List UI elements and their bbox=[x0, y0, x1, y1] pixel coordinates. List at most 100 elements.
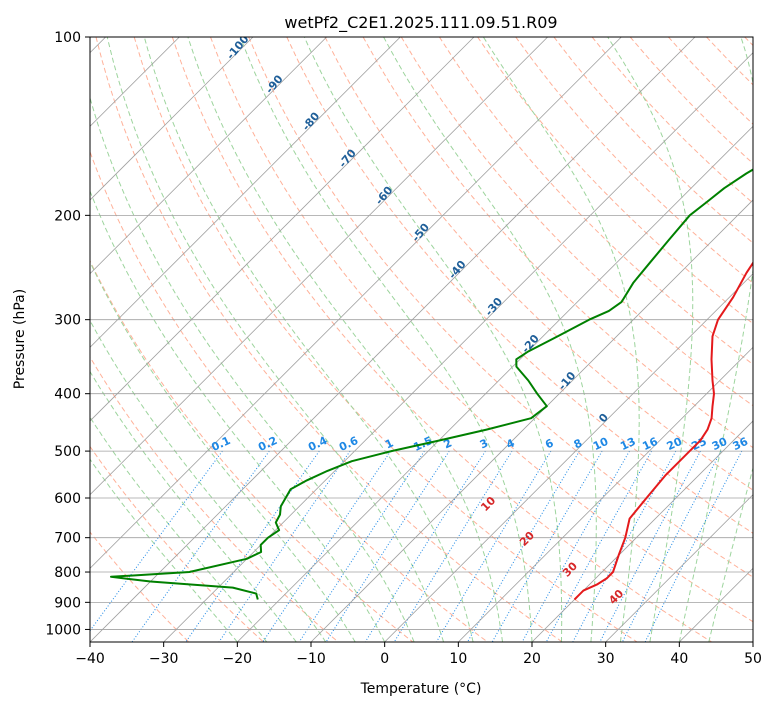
mixing-ratio-label: 6 bbox=[543, 436, 556, 451]
y-tick-label: 1000 bbox=[45, 622, 81, 638]
grid-lines bbox=[90, 37, 753, 642]
mixing-ratio-line bbox=[393, 450, 513, 642]
dry-adiabat-line bbox=[706, 37, 753, 86]
dry-adiabat-line bbox=[90, 150, 488, 642]
dry-adiabat-line bbox=[362, 37, 753, 449]
moist-adiabat-line bbox=[187, 37, 503, 642]
plot-frame bbox=[89, 36, 754, 643]
isotherm-line bbox=[90, 37, 401, 348]
moist-adiabat-line bbox=[106, 37, 445, 642]
dry-adiabat-line bbox=[90, 356, 339, 642]
moist-adiabat-line bbox=[90, 416, 268, 642]
x-tick-label: 10 bbox=[449, 651, 467, 667]
dry-adiabat-label: 0 bbox=[596, 411, 611, 425]
dry-adiabat-line bbox=[744, 37, 753, 47]
dry-adiabat-label: -70 bbox=[336, 146, 359, 170]
y-tick-label: 500 bbox=[54, 444, 81, 460]
dry-adiabat-label: -60 bbox=[373, 184, 396, 208]
mixing-ratio-label: 30 bbox=[710, 435, 730, 453]
mixing-ratio-label: 16 bbox=[640, 435, 660, 453]
moist-adiabat-label: 20 bbox=[517, 529, 537, 549]
moist-adiabat-line bbox=[90, 260, 356, 642]
dry-adiabat-line bbox=[90, 259, 414, 642]
y-tick-label: 900 bbox=[54, 595, 81, 611]
chart-title: wetPf2_C2E1.2025.111.09.51.R09 bbox=[284, 13, 557, 33]
isotherm-line bbox=[531, 420, 753, 642]
mixing-ratio-line bbox=[185, 450, 320, 642]
isotherm-line bbox=[384, 273, 753, 642]
mixing-ratio-label: 25 bbox=[689, 435, 708, 453]
x-axis-title: Temperature (°C) bbox=[360, 681, 482, 697]
mixing-ratio-line bbox=[364, 450, 486, 642]
moist-adiabat-label: 40 bbox=[606, 587, 626, 607]
moist-adiabat-line bbox=[143, 37, 474, 642]
axis-ticks: −40 −30 −20 −10 0 10 20 30 40 5010020030040050060… bbox=[45, 30, 762, 667]
moist-adiabat-line bbox=[90, 189, 386, 642]
moist-adiabat-line bbox=[678, 37, 753, 642]
isotherm-line bbox=[237, 125, 753, 642]
dry-adiabat-line bbox=[286, 37, 753, 534]
y-axis-title: Pressure (hPa) bbox=[12, 289, 28, 389]
x-tick-label: −40 bbox=[75, 651, 105, 667]
isotherm-line bbox=[679, 567, 753, 642]
mixing-ratio-label: 4 bbox=[504, 436, 517, 451]
y-tick-label: 300 bbox=[54, 313, 81, 329]
y-tick-label: 800 bbox=[54, 565, 81, 581]
dry-adiabat-line bbox=[515, 37, 753, 284]
dry-adiabat-label: -80 bbox=[300, 109, 323, 133]
mixing-ratio-label: 36 bbox=[731, 435, 751, 453]
x-tick-label: 30 bbox=[597, 651, 615, 667]
isotherm-line bbox=[90, 37, 327, 275]
background-lines bbox=[90, 37, 753, 642]
series-layer bbox=[110, 168, 753, 601]
mixing-ratio-line bbox=[90, 450, 223, 632]
dry-adiabat-line bbox=[133, 37, 638, 642]
temperature-profile-line bbox=[573, 261, 753, 601]
isotherm-line bbox=[90, 37, 696, 642]
moist-adiabat-line bbox=[607, 37, 694, 642]
moist-adiabat-line bbox=[90, 370, 297, 642]
dry-adiabat-line bbox=[248, 37, 753, 578]
isotherm-line bbox=[310, 199, 753, 642]
mixing-ratio-line bbox=[131, 450, 270, 642]
dry-adiabat-label: -10 bbox=[556, 369, 579, 393]
dry-adiabat-line bbox=[477, 37, 753, 325]
dry-adiabat-label: -20 bbox=[519, 332, 542, 356]
isotherm-line bbox=[163, 52, 753, 642]
mixing-ratio-line bbox=[599, 450, 701, 642]
y-tick-label: 200 bbox=[54, 208, 81, 224]
moist-adiabat-line bbox=[303, 37, 563, 642]
dry-adiabat-line bbox=[90, 445, 264, 642]
isotherm-line bbox=[90, 37, 254, 201]
x-tick-label: −30 bbox=[149, 651, 179, 667]
x-tick-label: −20 bbox=[223, 651, 253, 667]
x-tick-label: 20 bbox=[523, 651, 541, 667]
isotherm-line bbox=[90, 37, 475, 422]
mixing-ratio-label: 10 bbox=[591, 435, 611, 453]
moist-adiabat-line bbox=[383, 37, 597, 642]
y-tick-label: 600 bbox=[54, 491, 81, 507]
moist-adiabat-label: 30 bbox=[560, 559, 580, 579]
moist-adiabat-line bbox=[708, 466, 753, 642]
dry-adiabat-line bbox=[400, 37, 753, 407]
mixing-ratio-label: 20 bbox=[665, 435, 685, 453]
mixing-ratio-line bbox=[435, 450, 552, 642]
dry-adiabat-label: -40 bbox=[446, 258, 469, 282]
dry-adiabat-line bbox=[438, 37, 753, 366]
dry-adiabat-line bbox=[90, 531, 190, 642]
mixing-ratio-line bbox=[545, 450, 653, 642]
mixing-ratio-line bbox=[298, 450, 425, 642]
dry-adiabat-line bbox=[210, 37, 753, 623]
x-tick-label: 0 bbox=[380, 651, 389, 667]
isotherm-line bbox=[458, 346, 753, 642]
isotherm-line bbox=[90, 37, 622, 569]
x-tick-label: 50 bbox=[744, 651, 762, 667]
moist-adiabat-label: 10 bbox=[478, 494, 498, 514]
dewpoint-profile-line bbox=[110, 168, 753, 600]
y-tick-label: 700 bbox=[54, 531, 81, 547]
mixing-ratio-line bbox=[325, 450, 450, 642]
moist-adiabat-line bbox=[90, 458, 238, 642]
mixing-ratio-line bbox=[644, 450, 743, 642]
dry-adiabat-line bbox=[95, 37, 563, 642]
